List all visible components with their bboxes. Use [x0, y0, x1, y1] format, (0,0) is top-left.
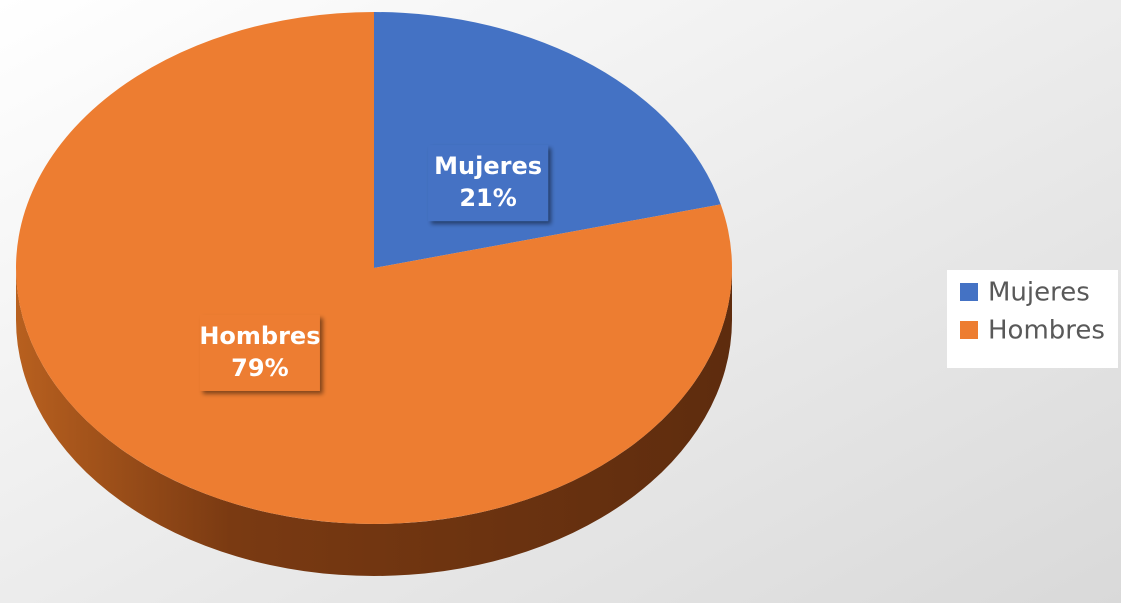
data-label-value: 21%	[459, 184, 516, 212]
legend-label: Hombres	[988, 316, 1105, 346]
pie-side	[16, 268, 732, 576]
legend-swatch	[960, 283, 978, 301]
pie-slice	[16, 12, 732, 524]
data-label-category: Mujeres	[434, 152, 542, 180]
pie	[16, 12, 732, 576]
data-labels: Mujeres 21% Hombres 79%	[199, 145, 549, 391]
legend-swatch	[960, 321, 978, 339]
data-label-category: Hombres	[199, 322, 320, 350]
data-label-box	[199, 314, 320, 391]
data-label-value: 79%	[231, 354, 288, 382]
legend-label: Mujeres	[988, 278, 1090, 308]
data-label-box	[428, 145, 549, 222]
legend: Mujeres Hombres	[947, 270, 1118, 368]
